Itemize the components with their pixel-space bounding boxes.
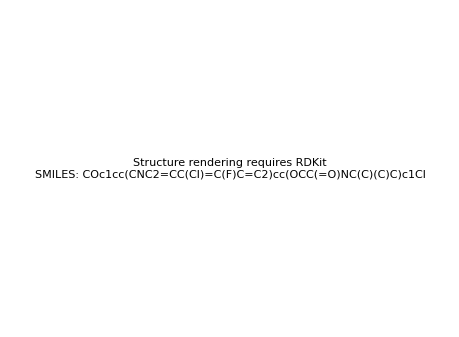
Text: Structure rendering requires RDKit
SMILES: COc1cc(CNC2=CC(Cl)=C(F)C=C2)cc(OCC(=O: Structure rendering requires RDKit SMILE… [34,158,425,180]
